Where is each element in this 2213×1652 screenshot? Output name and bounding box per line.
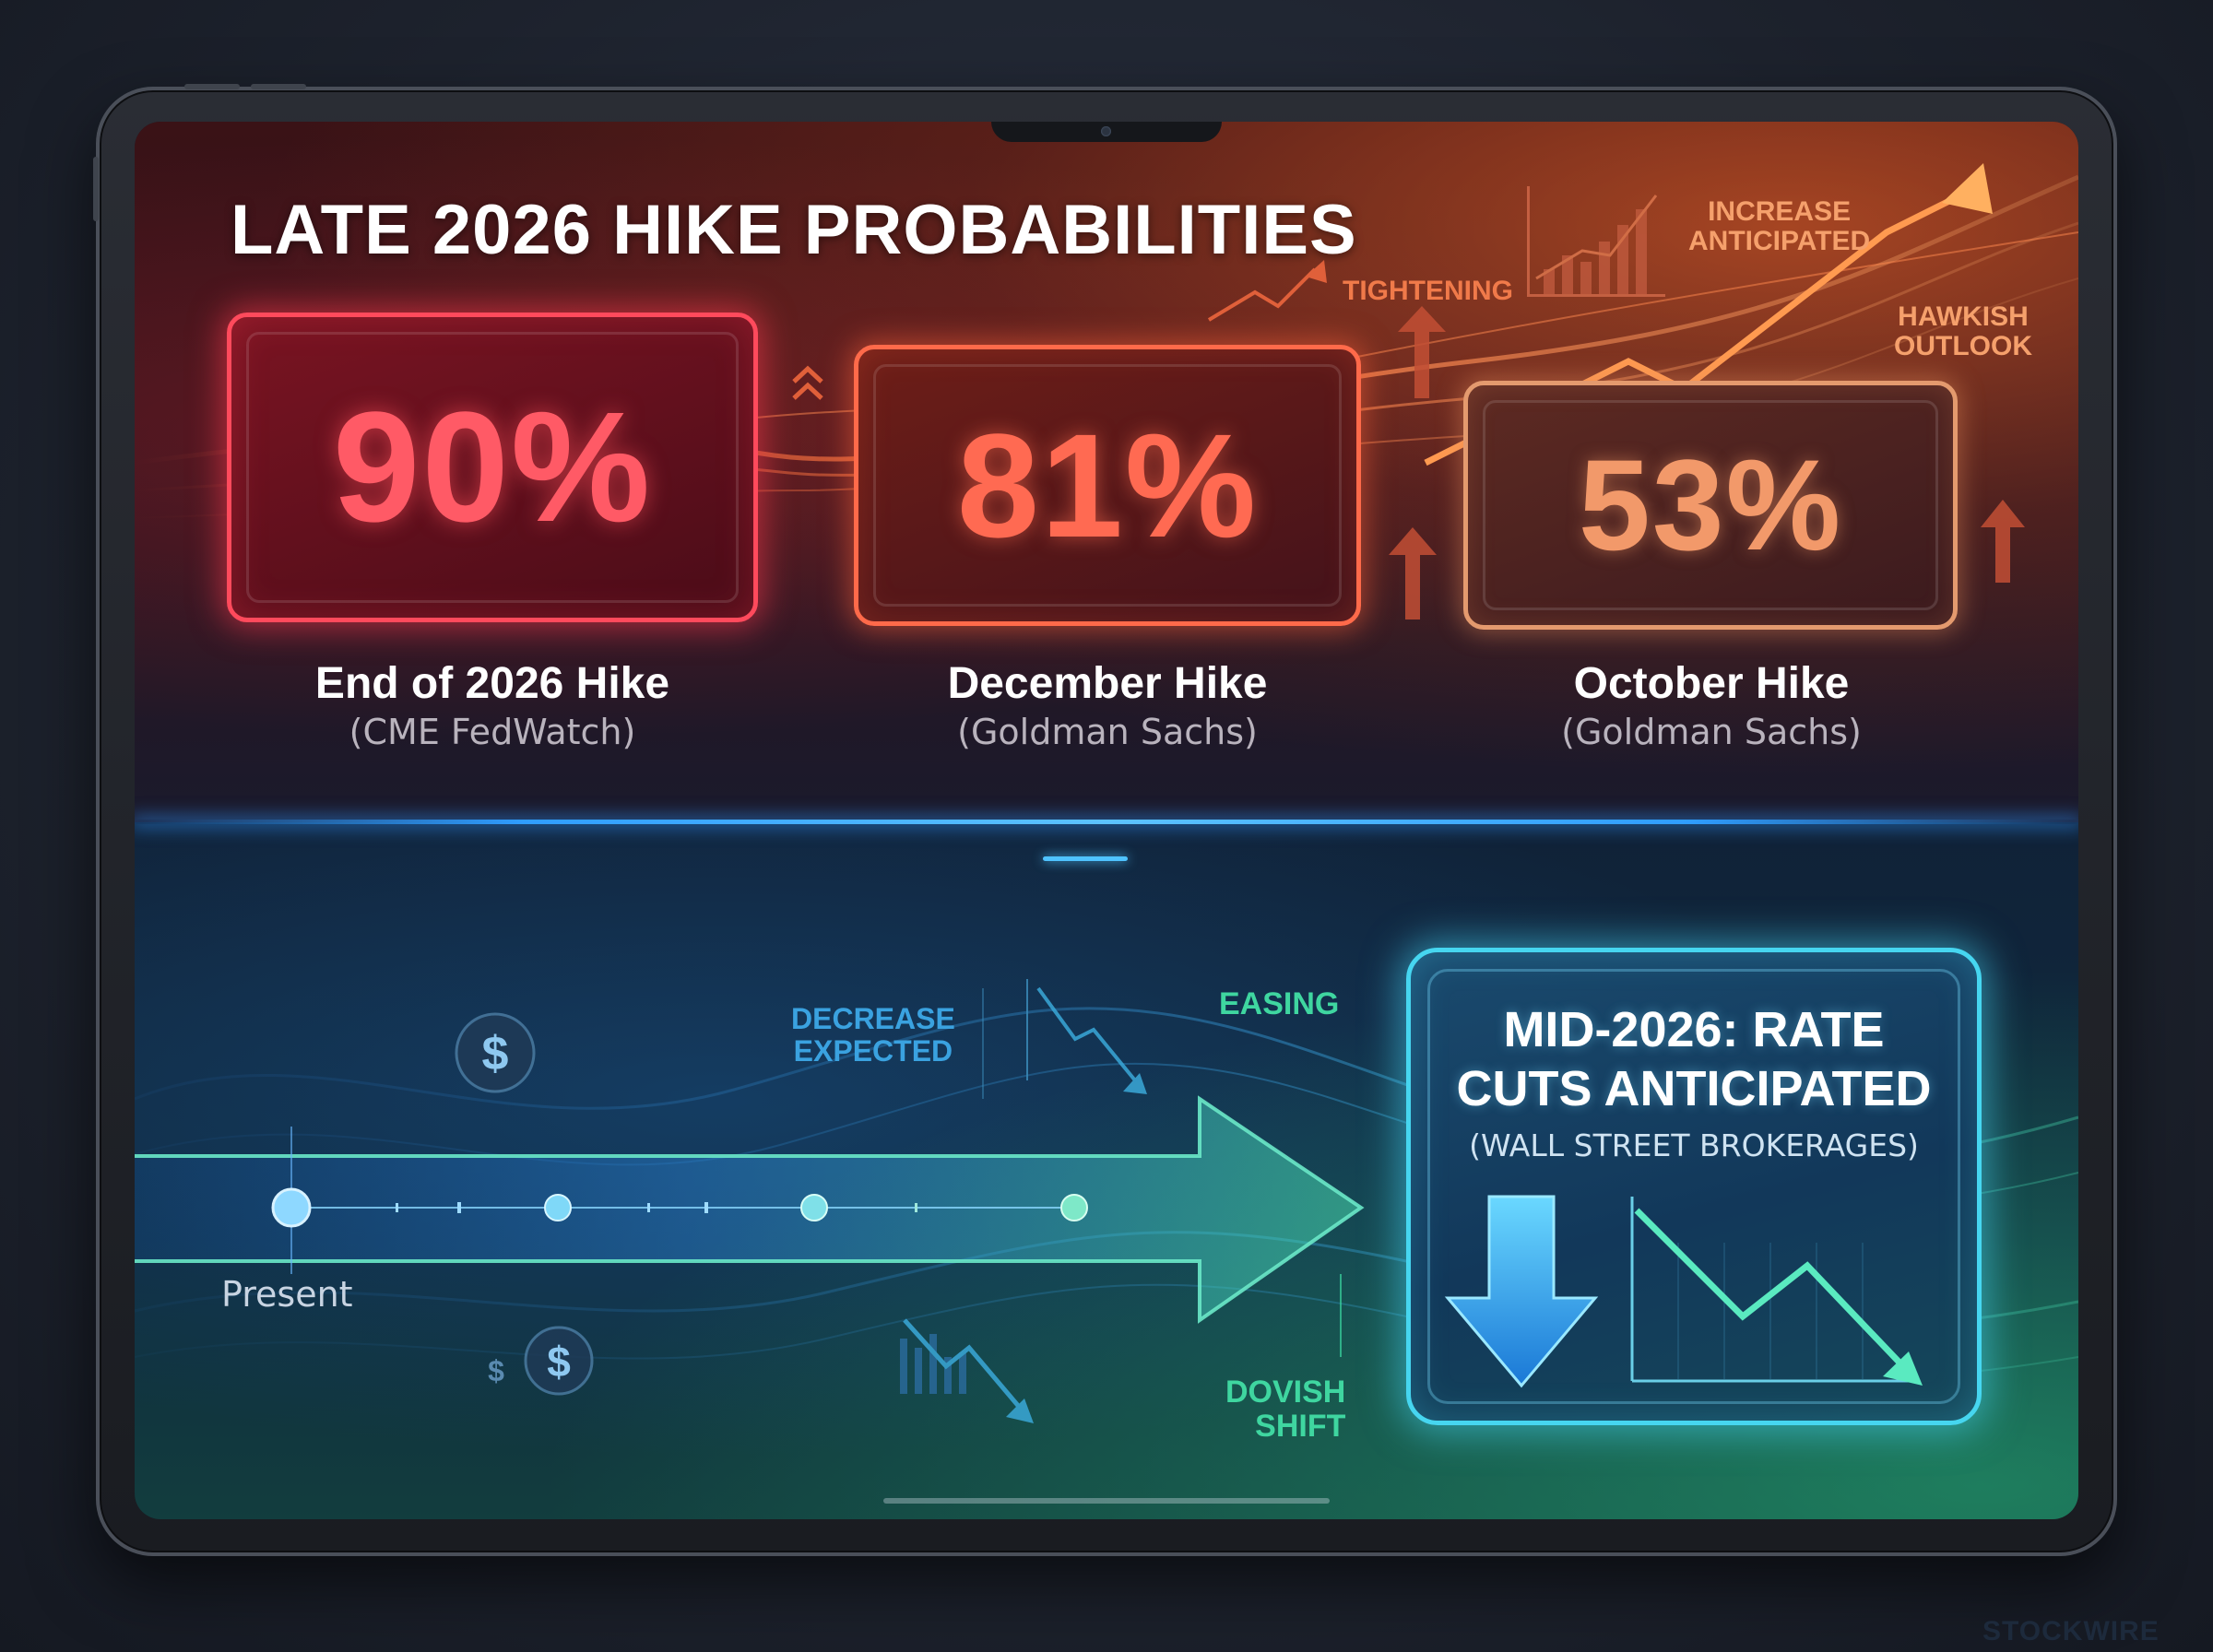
tag-hawkish-outlook: HAWKISH OUTLOOK (1894, 301, 2032, 362)
volume-button-top (184, 84, 240, 89)
tag-dovish-shift: DOVISH SHIFT (1225, 1375, 1345, 1443)
tag-line: OUTLOOK (1894, 331, 2032, 362)
tag-easing: EASING (1219, 986, 1340, 1021)
tag-increase-anticipated: INCREASE ANTICIPATED (1688, 196, 1871, 257)
probability-card-october: 53% (1463, 381, 1958, 630)
watermark: STOCKWIRE (1982, 1616, 2160, 1646)
rate-cut-source: (WALL STREET BROKERAGES) (1469, 1127, 1919, 1163)
svg-text:$: $ (482, 1027, 509, 1080)
probability-card-december: 81% (854, 345, 1361, 626)
side-button-left (93, 157, 99, 221)
tag-line: EXPECTED (793, 1033, 953, 1068)
svg-text:$: $ (547, 1338, 571, 1386)
probability-label: End of 2026 Hike (314, 659, 670, 708)
probability-label: December Hike (947, 659, 1268, 708)
probability-source: (Goldman Sachs) (957, 712, 1258, 752)
probability-label: October Hike (1573, 659, 1850, 708)
tag-line: DECREASE (791, 1002, 955, 1035)
tablet-screen: $ $ $ LATE 2026 HIKE PROBABILITIES 90% E… (135, 122, 2078, 1519)
timeline-start-label: Present (221, 1274, 353, 1315)
down-arrow-icon (1444, 1195, 1599, 1388)
volume-button-top-2 (251, 84, 306, 89)
rate-cut-title-line: CUTS ANTICIPATED (1456, 1061, 1932, 1116)
timeline-arrow-icon (135, 1095, 1365, 1324)
timeline-markers (271, 1187, 1088, 1228)
declining-chart-icon (1630, 1197, 1923, 1386)
tag-tightening: TIGHTENING (1343, 276, 1513, 306)
section-divider (135, 820, 2078, 824)
chevron-up-icon (792, 365, 823, 400)
tag-line: INCREASE (1708, 196, 1852, 227)
downtrend-chart-icon (900, 979, 1147, 1423)
probability-source: (CME FedWatch) (349, 712, 636, 752)
small-uptrend-icon (1207, 260, 1327, 322)
camera-notch (991, 122, 1222, 142)
rate-cut-title: MID-2026: RATE CUTS ANTICIPATED (1429, 1000, 1959, 1118)
rate-cut-card: MID-2026: RATE CUTS ANTICIPATED (WALL STR… (1406, 948, 1982, 1425)
tag-line: HAWKISH (1898, 301, 2029, 332)
probability-value: 81% (956, 402, 1259, 568)
probability-value: 53% (1578, 432, 1843, 577)
probability-source: (Goldman Sachs) (1561, 712, 1862, 752)
bar-chart-icon (1527, 186, 1665, 297)
up-arrow-icons (1389, 306, 2025, 620)
probability-value: 90% (332, 380, 653, 555)
page-title: LATE 2026 HIKE PROBABILITIES (231, 191, 1357, 269)
rate-cut-icons (1444, 1195, 1923, 1388)
probability-card-end-2026: 90% (227, 313, 758, 622)
tag-line: SHIFT (1255, 1408, 1346, 1444)
rate-cut-title-line: MID-2026: RATE (1503, 1002, 1885, 1057)
dollar-coin-icon: $ $ $ (455, 1012, 594, 1396)
tag-line: ANTICIPATED (1688, 226, 1871, 257)
home-indicator (883, 1498, 1330, 1504)
camera-icon (1101, 126, 1111, 136)
tag-decrease-expected: DECREASE EXPECTED (791, 1003, 955, 1067)
tag-line: DOVISH (1225, 1375, 1346, 1410)
divider-handle (1043, 856, 1128, 861)
svg-text:$: $ (488, 1354, 504, 1387)
